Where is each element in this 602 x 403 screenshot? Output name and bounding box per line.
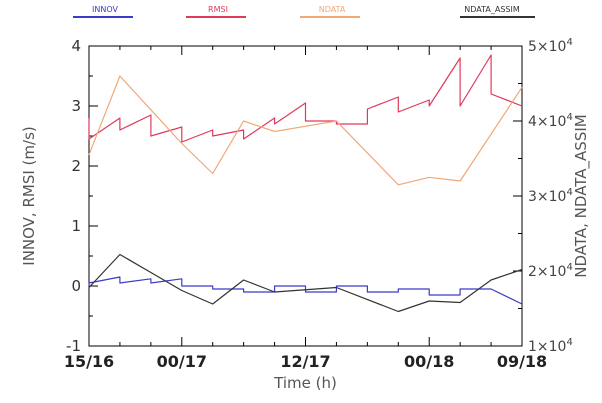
y-tick-label-right: 4×104	[528, 112, 573, 130]
y-axis-label-left: INNOV, RMSI (m/s)	[20, 126, 38, 265]
x-tick-label: 15/16	[64, 352, 114, 371]
y-tick-label-left: 1	[71, 217, 81, 235]
x-tick-label: 09/18	[497, 352, 547, 371]
series-line-rmsi	[88, 54, 523, 143]
legend-label: RMSI	[208, 5, 228, 14]
y-tick-label-right: 2×104	[528, 262, 573, 280]
series-line-ndata	[88, 75, 523, 186]
legend: INNOV RMSI NDATA NDATA_ASSIM	[73, 5, 535, 18]
y-tick-label-right: 5×104	[528, 37, 573, 55]
plot-frame	[88, 45, 523, 347]
legend-label: INNOV	[92, 5, 118, 14]
x-tick-label: 00/17	[157, 352, 207, 371]
y-tick-label-right: 3×104	[528, 187, 573, 205]
series-line-innov	[88, 276, 523, 305]
legend-label: NDATA_ASSIM	[464, 5, 520, 14]
series-lines	[88, 54, 523, 313]
x-axis-label: Time (h)	[273, 374, 337, 392]
axis-ticks	[88, 45, 523, 347]
legend-label: NDATA	[319, 5, 346, 14]
y-tick-label-left: 0	[71, 277, 81, 295]
y-axis-label-right: NDATA, NDATA_ASSIM	[572, 114, 591, 277]
x-tick-label: 12/17	[280, 352, 330, 371]
y-tick-label-left: -1	[66, 337, 81, 355]
series-line-ndata-assim	[88, 253, 523, 313]
tick-labels: 15/16 00/17 12/17 00/18 09/18 -1 0 1 2 3 4 1×104 2×1…	[64, 37, 573, 371]
y-tick-label-right: 1×104	[528, 337, 573, 355]
x-tick-label: 00/18	[404, 352, 454, 371]
y-tick-label-left: 4	[71, 37, 81, 55]
y-tick-label-left: 2	[71, 157, 81, 175]
y-tick-label-left: 3	[71, 97, 81, 115]
